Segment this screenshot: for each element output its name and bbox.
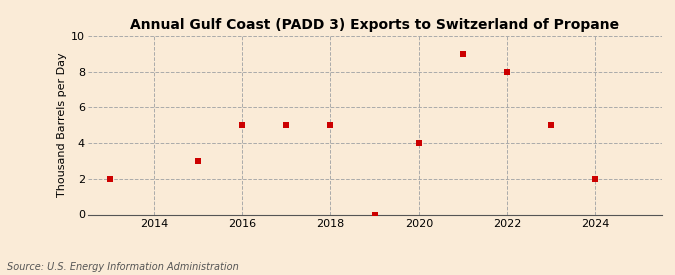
Point (105, 177, 115, 181)
Point (413, 141, 424, 145)
Point (369, 212, 380, 217)
Point (237, 123, 248, 127)
Point (502, 69, 512, 74)
Point (325, 123, 336, 127)
Point (192, 159, 203, 163)
Point (281, 123, 292, 127)
Point (546, 123, 557, 127)
Y-axis label: Thousand Barrels per Day: Thousand Barrels per Day (57, 53, 67, 197)
Text: Source: U.S. Energy Information Administration: Source: U.S. Energy Information Administ… (7, 262, 238, 272)
Point (590, 177, 601, 181)
Title: Annual Gulf Coast (PADD 3) Exports to Switzerland of Propane: Annual Gulf Coast (PADD 3) Exports to Sw… (130, 18, 619, 32)
Point (458, 51, 468, 56)
